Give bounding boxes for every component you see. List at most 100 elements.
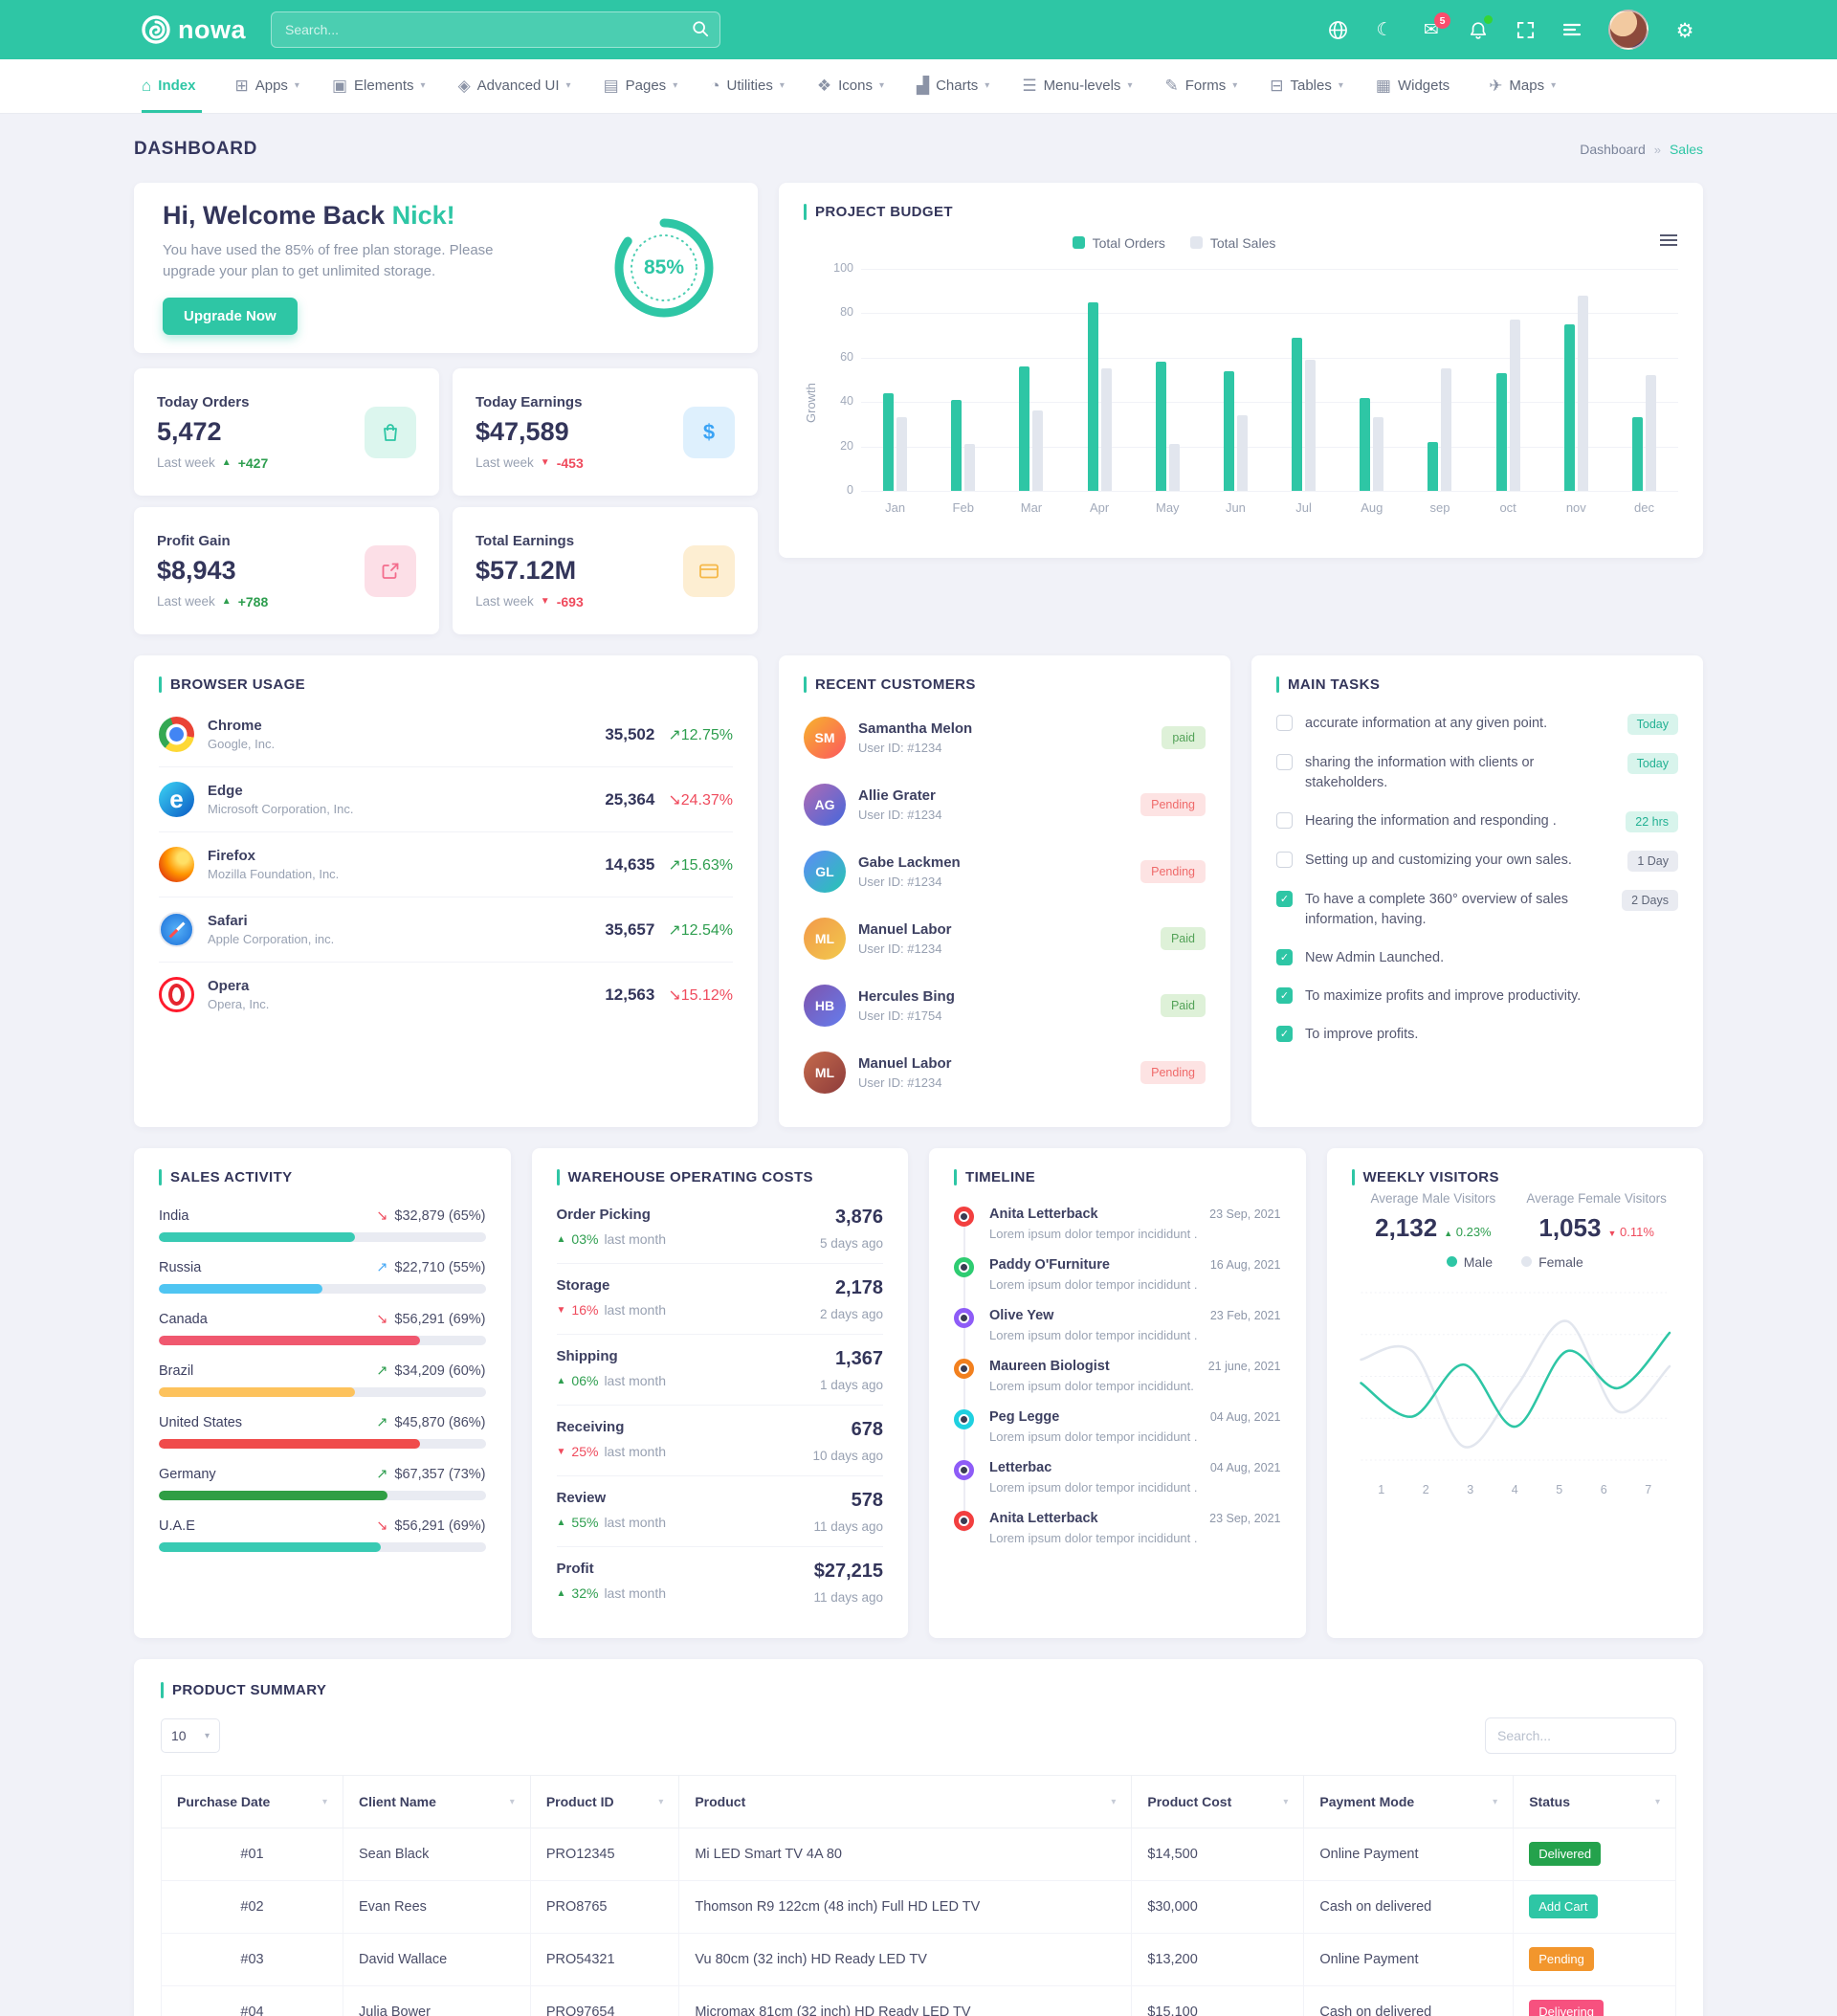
task-checkbox[interactable] <box>1276 812 1293 830</box>
table-column-header[interactable]: ▾ Status <box>1513 1775 1676 1828</box>
budget-bar <box>1441 368 1452 491</box>
browser-name: Edge <box>208 783 243 799</box>
warehouse-costs-title: WAREHOUSE OPERATING COSTS <box>556 1169 884 1185</box>
chevron-down-icon: ▾ <box>1338 80 1343 91</box>
task-checkbox[interactable] <box>1276 987 1293 1005</box>
budget-bar <box>1631 417 1643 491</box>
nav-item[interactable]: ⊟ Tables ▾ <box>1270 59 1343 113</box>
legend-swatch <box>1189 236 1203 249</box>
customer-name: Gabe Lackmen <box>858 854 961 871</box>
fullscreen-icon[interactable] <box>1515 19 1536 40</box>
customer-id: User ID: #1234 <box>858 741 942 755</box>
cell-product-cost: $15,100 <box>1131 1985 1305 2016</box>
trend-triangle-icon: ▲ <box>556 1233 566 1245</box>
task-item: accurate information at any given point.… <box>1276 714 1678 735</box>
page-size-select[interactable]: 10 ▾ <box>161 1718 220 1753</box>
nav-item[interactable]: ▤ Pages ▾ <box>604 59 678 113</box>
browser-row[interactable]: Chrome Google, Inc. 35,502 ↗12.75% <box>159 702 733 767</box>
breadcrumb-parent[interactable]: Dashboard <box>1580 142 1646 157</box>
country-label: United States <box>159 1415 243 1430</box>
task-checkbox[interactable] <box>1276 754 1293 770</box>
customer-row[interactable]: SM Samantha Melon User ID: #1234 paid <box>804 704 1206 771</box>
timeline-desc: Lorem ipsum dolor tempor incididunt . <box>989 1227 1198 1241</box>
timeline-date: 23 Feb, 2021 <box>1209 1309 1281 1322</box>
table-column-header[interactable]: ▾ Product <box>678 1775 1133 1828</box>
browser-company: Mozilla Foundation, Inc. <box>208 867 340 881</box>
timeline-date: 04 Aug, 2021 <box>1209 1410 1281 1424</box>
settings-gear-icon[interactable]: ⚙ <box>1675 20 1694 42</box>
table-column-header[interactable]: ▾ Product Cost <box>1131 1775 1305 1828</box>
sort-icon: ▾ <box>1283 1797 1289 1807</box>
task-checkbox[interactable] <box>1276 1026 1293 1043</box>
customer-row[interactable]: GL Gabe Lackmen User ID: #1234 Pending <box>804 838 1206 905</box>
table-search-input[interactable] <box>1485 1717 1676 1754</box>
table-column-header[interactable]: ▾ Payment Mode <box>1303 1775 1515 1828</box>
notification-dot <box>1484 15 1493 24</box>
nav-item[interactable]: ☰ Menu-levels ▾ <box>1022 59 1132 113</box>
status-badge: Pending <box>1140 860 1206 883</box>
status-badge: Pending <box>1140 1061 1206 1084</box>
nav-item[interactable]: ▣ Elements ▾ <box>332 59 426 113</box>
nav-item[interactable]: ⌂ Index <box>142 59 203 113</box>
status-badge: Pending <box>1140 793 1206 816</box>
breadcrumb-separator-icon: » <box>1653 142 1661 157</box>
timeline-dot <box>954 1207 974 1227</box>
nav-item[interactable]: ▟ Charts ▾ <box>917 59 989 113</box>
browser-row[interactable]: Edge Microsoft Corporation, Inc. 25,364 … <box>159 767 733 832</box>
timeline-date: 04 Aug, 2021 <box>1209 1461 1281 1474</box>
status-badge: Add Cart <box>1529 1894 1598 1918</box>
brand-logo[interactable]: nowa <box>142 15 246 45</box>
customer-row[interactable]: AG Allie Grater User ID: #1234 Pending <box>804 771 1206 838</box>
customer-row[interactable]: ML Manuel Labor User ID: #1234 Paid <box>804 905 1206 972</box>
customer-row[interactable]: HB Hercules Bing User ID: #1754 Paid <box>804 972 1206 1039</box>
nav-item[interactable]: ◈ Advanced UI ▾ <box>458 59 571 113</box>
task-text: Setting up and customizing your own sale… <box>1305 853 1572 869</box>
table-row[interactable]: #01 Sean Black PRO12345 Mi LED Smart TV … <box>161 1828 1676 1881</box>
trend-arrow-icon: ↘ <box>376 1312 388 1327</box>
nav-item[interactable]: ✎ Forms ▾ <box>1164 59 1237 113</box>
search-input[interactable] <box>271 11 721 48</box>
nav-item[interactable]: ❖ Icons ▾ <box>817 59 884 113</box>
table-row[interactable]: #02 Evan Rees PRO8765 Thomson R9 122cm (… <box>161 1880 1676 1934</box>
menu-levels-icon: ☰ <box>1022 76 1037 95</box>
budget-bar <box>1577 295 1588 491</box>
notifications-bell-icon[interactable] <box>1468 15 1493 40</box>
table-row[interactable]: #03 David Wallace PRO54321 Vu 80cm (32 i… <box>161 1933 1676 1986</box>
progress-fill <box>159 1387 355 1397</box>
cell-payment-mode: Cash on delivered <box>1303 1880 1515 1934</box>
browser-row[interactable]: Safari Apple Corporation, inc. 35,657 ↗1… <box>159 897 733 963</box>
table-column-header[interactable]: ▾ Purchase Date <box>161 1775 343 1828</box>
sidebar-toggle-icon[interactable] <box>1561 19 1582 40</box>
chart-menu-icon[interactable] <box>1659 233 1678 252</box>
nav-item[interactable]: ◔ Utilities ▾ <box>710 59 785 113</box>
table-column-header[interactable]: ▾ Client Name <box>343 1775 531 1828</box>
stat-label: Total Earnings <box>476 532 575 549</box>
table-column-header[interactable]: ▾ Product ID <box>529 1775 680 1828</box>
browser-row[interactable]: Firefox Mozilla Foundation, Inc. 14,635 … <box>159 832 733 897</box>
nav-item[interactable]: ▦ Widgets <box>1376 59 1456 113</box>
nav-item[interactable]: ⊞ Apps ▾ <box>234 59 299 113</box>
task-checkbox[interactable] <box>1276 891 1293 908</box>
browser-row[interactable]: Opera Opera, Inc. 12,563 ↘15.12% <box>159 963 733 1027</box>
language-globe-icon[interactable] <box>1327 19 1348 40</box>
task-checkbox[interactable] <box>1276 949 1293 966</box>
messages-icon[interactable]: ✉ 5 <box>1421 12 1450 40</box>
task-text: Hearing the information and responding . <box>1305 813 1557 830</box>
progress-fill <box>159 1491 388 1500</box>
table-row[interactable]: #04 Julia Bower PRO97654 Micromax 81cm (… <box>161 1985 1676 2016</box>
task-checkbox[interactable] <box>1276 852 1293 869</box>
project-budget-title: PROJECT BUDGET <box>804 204 1678 220</box>
timeline-dot <box>954 1460 974 1480</box>
nav-item[interactable]: ✈ Maps ▾ <box>1489 59 1556 113</box>
country-amount: $22,710 (55%) <box>394 1260 486 1275</box>
upgrade-now-button[interactable]: Upgrade Now <box>163 297 298 335</box>
search-icon[interactable] <box>692 20 709 42</box>
browser-value: 35,502 <box>605 724 655 743</box>
dark-mode-moon-icon[interactable]: ☾ <box>1376 20 1393 40</box>
country-label: Russia <box>159 1260 202 1275</box>
customer-row[interactable]: ML Manuel Labor User ID: #1234 Pending <box>804 1039 1206 1106</box>
user-avatar[interactable] <box>1608 10 1649 50</box>
task-checkbox[interactable] <box>1276 715 1293 731</box>
